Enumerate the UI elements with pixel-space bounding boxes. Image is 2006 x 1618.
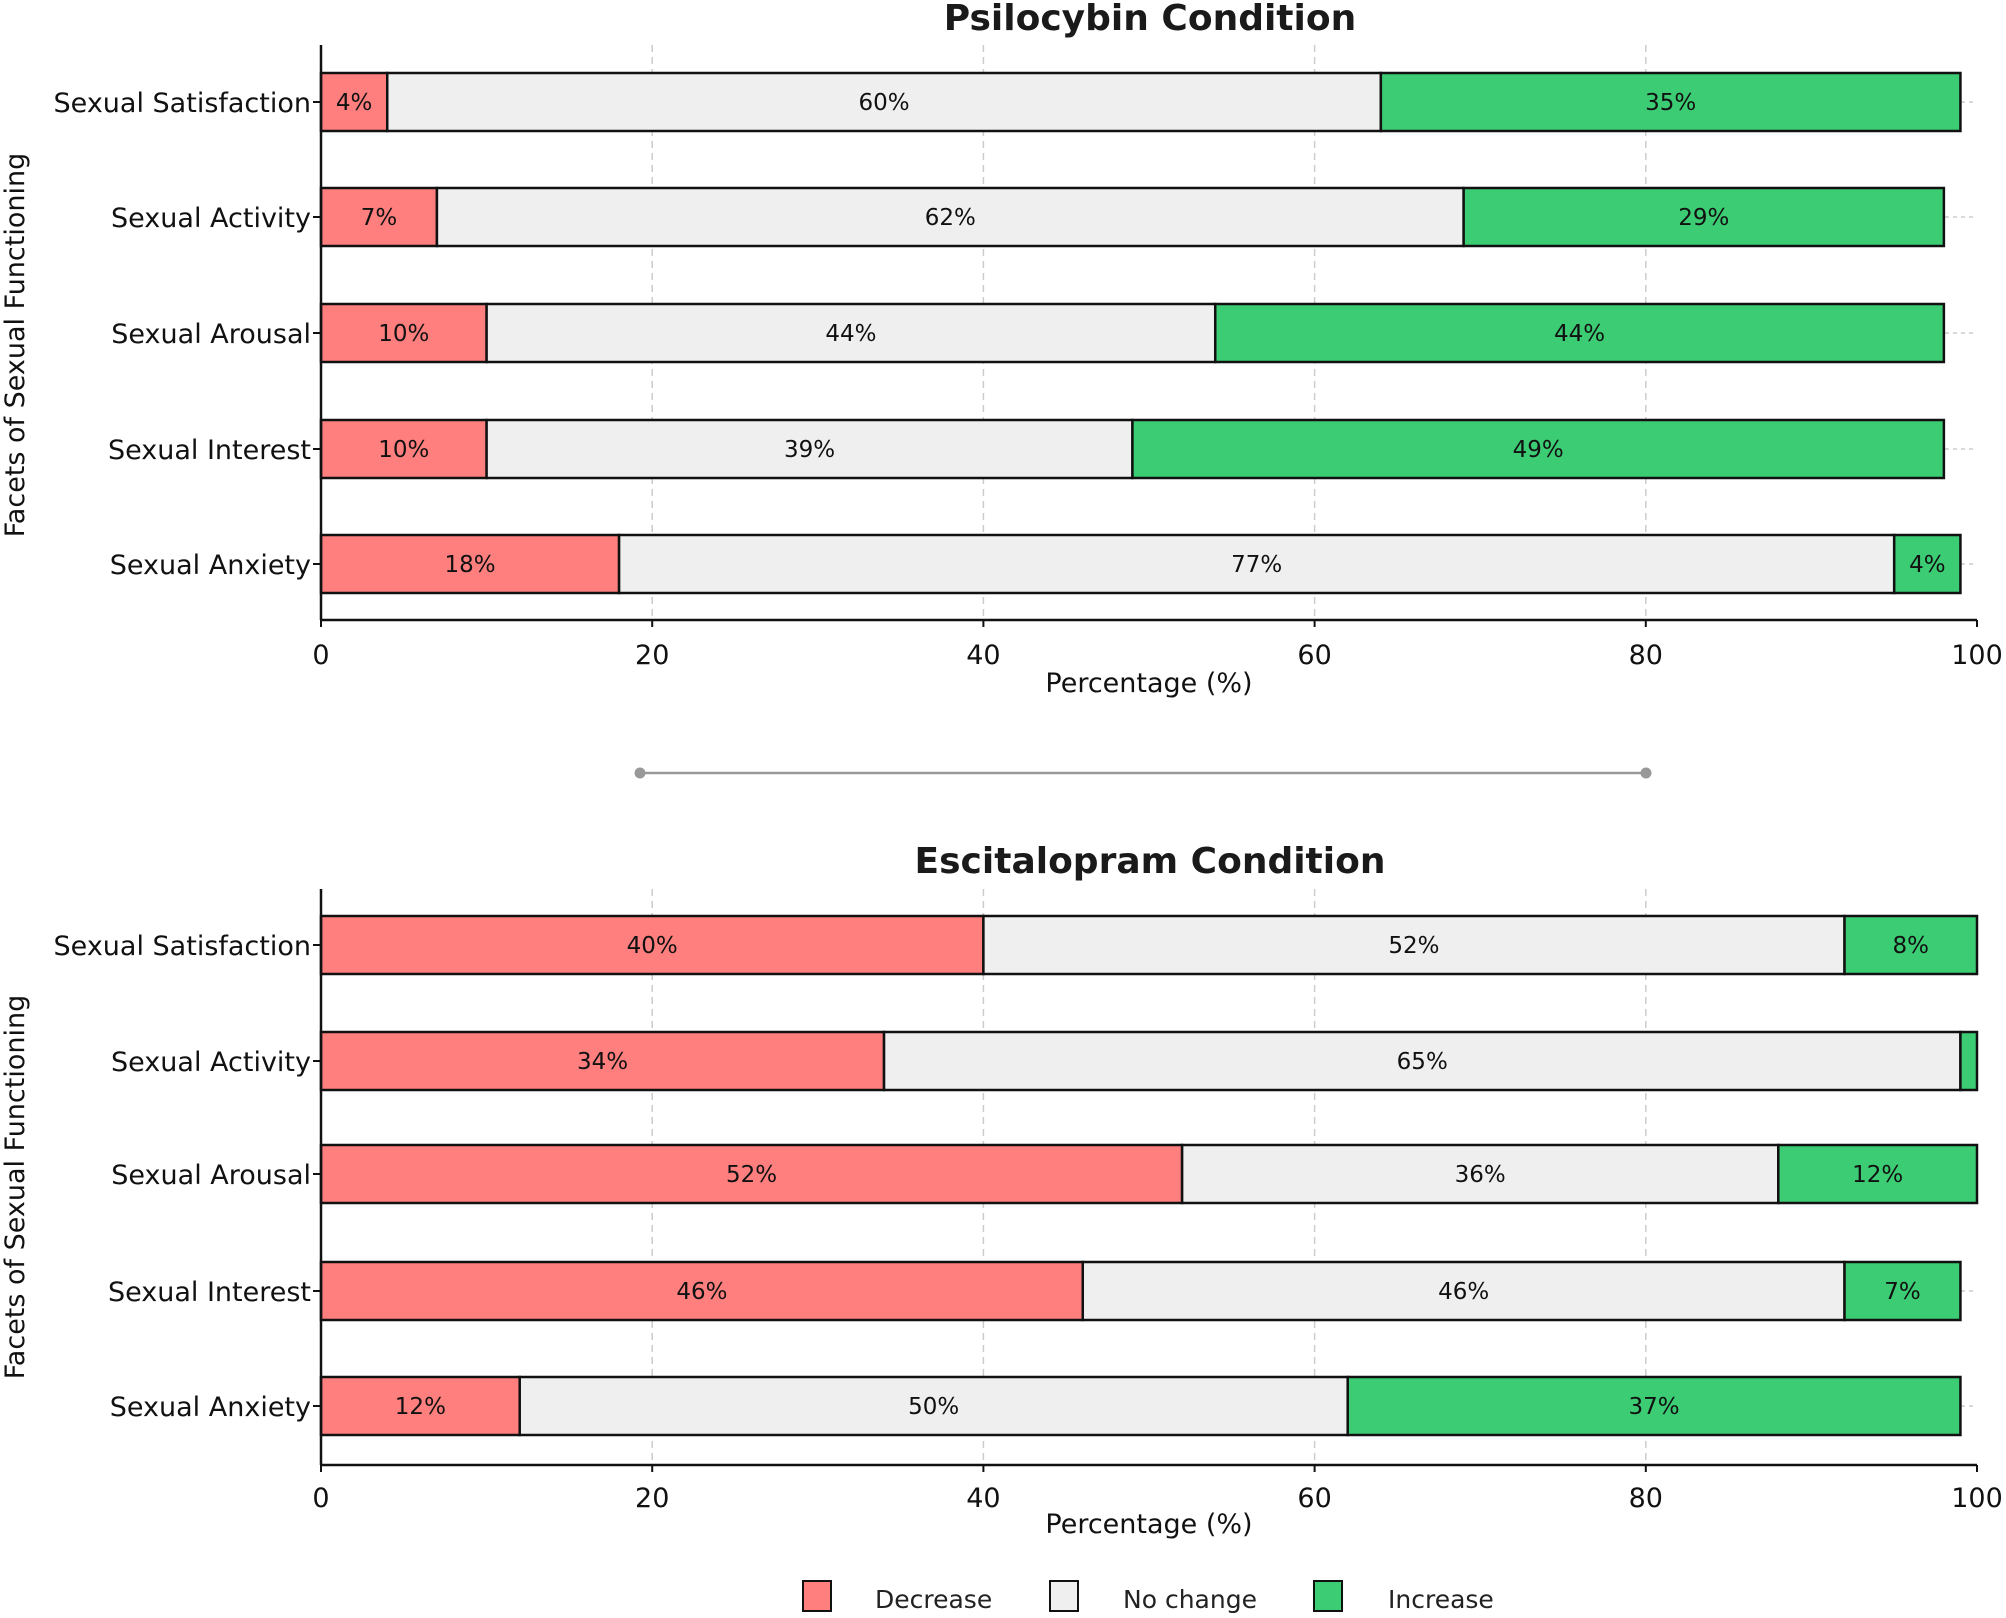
category-label: Sexual Interest — [108, 1277, 311, 1308]
legend: Decrease No change Increase — [802, 1580, 1494, 1614]
bar-increase — [1346, 1375, 1962, 1437]
bar-label: 62% — [925, 205, 976, 231]
category-label: Sexual Arousal — [111, 319, 311, 350]
x-tick-label: 20 — [635, 1483, 669, 1514]
bar-label: 40% — [627, 933, 678, 959]
legend-swatch-increase — [1313, 1580, 1343, 1612]
category-label: Sexual Satisfaction — [54, 88, 311, 119]
bar-label: 46% — [676, 1279, 727, 1305]
bar-increase — [1843, 914, 1979, 976]
category-label: Sexual Arousal — [111, 1160, 311, 1191]
bar-label: 36% — [1455, 1162, 1506, 1188]
bar-increase — [1892, 533, 1962, 595]
bar-label: 37% — [1629, 1394, 1680, 1420]
category-label: Sexual Interest — [108, 435, 311, 466]
x-axis-label: Percentage (%) — [1045, 1509, 1252, 1540]
bar-label: 10% — [378, 321, 429, 347]
bar-no-change — [882, 1030, 1962, 1092]
bar-label: 12% — [395, 1394, 446, 1420]
category-label: Sexual Anxiety — [110, 550, 311, 581]
y-axis-label: Facets of Sexual Functioning — [0, 153, 31, 538]
bar-label: 29% — [1678, 205, 1729, 231]
bar-increase — [1379, 71, 1962, 133]
category-label: Sexual Anxiety — [110, 1392, 311, 1423]
category-label: Sexual Activity — [111, 1047, 311, 1078]
bar-increase — [1213, 302, 1946, 364]
x-tick-label: 0 — [312, 1483, 329, 1514]
escitalopram-panel: Escitalopram Condition Facets of Sexual … — [0, 841, 2003, 1540]
x-tick-label: 40 — [966, 640, 1000, 671]
separator-line — [634, 767, 1652, 779]
legend-swatch-no-change — [1049, 1580, 1079, 1612]
x-tick-label: 100 — [1951, 1483, 2003, 1514]
bar-label: 18% — [444, 552, 495, 578]
bar-label: 65% — [1397, 1049, 1448, 1075]
bar-no-change — [485, 418, 1134, 480]
bar-increase — [1959, 1030, 1979, 1092]
chart-title: Escitalopram Condition — [915, 841, 1386, 882]
legend-label: Increase — [1388, 1585, 1494, 1614]
psilocybin-panel: Psilocybin Condition Facets of Sexual Fu… — [0, 0, 2003, 699]
bar-label: 34% — [577, 1049, 628, 1075]
x-tick-label: 0 — [312, 640, 329, 671]
bar-no-change — [982, 914, 1846, 976]
bar-label: 46% — [1438, 1279, 1489, 1305]
bar-increase — [1131, 418, 1946, 480]
bar-label: 7% — [361, 205, 398, 231]
bar-decrease — [319, 914, 985, 976]
bar-label: 39% — [784, 437, 835, 463]
bar-label: 52% — [726, 1162, 777, 1188]
bar-no-change — [1180, 1143, 1780, 1205]
bar-decrease — [319, 1030, 886, 1092]
bar-label: 35% — [1645, 90, 1696, 116]
bar-increase — [1462, 186, 1946, 248]
x-axis-label: Percentage (%) — [1045, 668, 1252, 699]
bar-label: 52% — [1388, 933, 1439, 959]
bar-label: 49% — [1513, 437, 1564, 463]
x-tick-label: 80 — [1629, 1483, 1663, 1514]
bar-label: 60% — [858, 90, 909, 116]
bar-label: 44% — [825, 321, 876, 347]
bar-no-change — [435, 186, 1465, 248]
bar-label: 10% — [378, 437, 429, 463]
legend-label: No change — [1123, 1585, 1257, 1614]
y-axis-label: Facets of Sexual Functioning — [0, 995, 31, 1380]
bar-label: 12% — [1852, 1162, 1903, 1188]
bar-label: 50% — [908, 1394, 959, 1420]
x-tick-label: 80 — [1629, 640, 1663, 671]
bar-label: 4% — [336, 90, 373, 116]
legend-label: Decrease — [875, 1585, 992, 1614]
bar-no-change — [385, 71, 1383, 133]
bar-increase — [1843, 1260, 1962, 1322]
category-label: Sexual Activity — [111, 203, 311, 234]
x-tick-label: 60 — [1297, 1483, 1331, 1514]
bar-label: 8% — [1893, 933, 1930, 959]
chart-title: Psilocybin Condition — [944, 0, 1356, 39]
x-tick-label: 60 — [1297, 640, 1331, 671]
bar-label: 44% — [1554, 321, 1605, 347]
x-tick-label: 40 — [966, 1483, 1000, 1514]
bar-label: 4% — [1909, 552, 1946, 578]
x-tick-label: 20 — [635, 640, 669, 671]
bar-increase — [1777, 1143, 1979, 1205]
bar-decrease — [319, 1143, 1184, 1205]
bar-label: 7% — [1884, 1279, 1921, 1305]
x-tick-label: 100 — [1951, 640, 2003, 671]
bar-decrease — [319, 186, 439, 248]
category-label: Sexual Satisfaction — [54, 931, 311, 962]
bar-label: 77% — [1231, 552, 1282, 578]
legend-swatch-decrease — [802, 1580, 832, 1612]
